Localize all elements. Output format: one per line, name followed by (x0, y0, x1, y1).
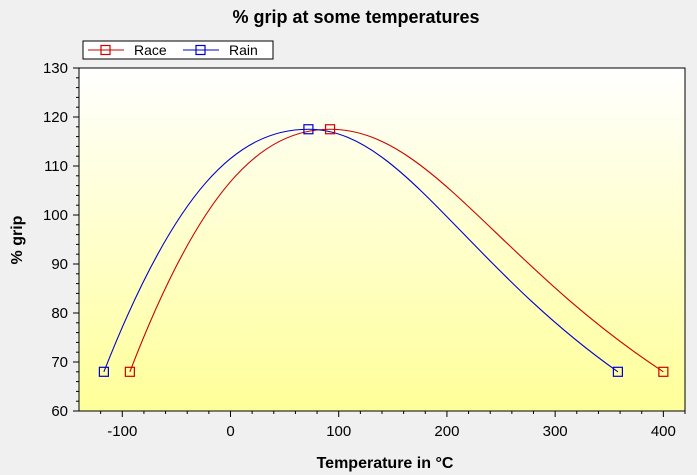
x-tick-label: -100 (107, 423, 137, 440)
markers-layer (98, 124, 669, 377)
data-point-rain (98, 366, 109, 377)
x-tick-label: 100 (326, 423, 351, 440)
series-layer (103, 128, 664, 373)
y-tick-label: 100 (43, 207, 68, 224)
legend-box (82, 40, 274, 60)
series-line-rain (103, 128, 619, 373)
legend-rain-marker (195, 44, 206, 56)
series-line-race (129, 128, 664, 373)
y-tick-label: 110 (44, 158, 68, 175)
x-tick-label: 0 (226, 423, 234, 440)
y-tick-label: 130 (43, 60, 68, 77)
legend-race-label: Race (134, 42, 167, 58)
y-axis-label: % grip (9, 215, 26, 264)
legend-rain-label: Rain (229, 42, 258, 58)
data-point-race (124, 366, 135, 377)
legend-race-marker (100, 44, 111, 56)
y-tick-label: 120 (43, 109, 68, 126)
x-tick-label: 200 (434, 423, 459, 440)
y-tick-label: 80 (51, 305, 68, 322)
plot-area (78, 67, 686, 412)
y-tick-label: 90 (51, 256, 68, 273)
y-tick-label: 60 (51, 403, 68, 420)
y-tick-label: 70 (51, 354, 68, 371)
legend: Race Rain (82, 40, 274, 60)
x-tick-label: 300 (543, 423, 568, 440)
data-point-race (658, 366, 669, 377)
x-axis-label: Temperature in °C (317, 455, 454, 472)
x-tick-label: 400 (651, 423, 676, 440)
data-point-race (324, 124, 336, 135)
chart-title: % grip at some temperatures (232, 7, 479, 27)
axis-ticks: -100 0 100 200 300 400 60 70 80 90 100 110 120 130 (43, 60, 686, 440)
data-point-rain (303, 124, 314, 135)
data-point-rain (612, 366, 624, 377)
